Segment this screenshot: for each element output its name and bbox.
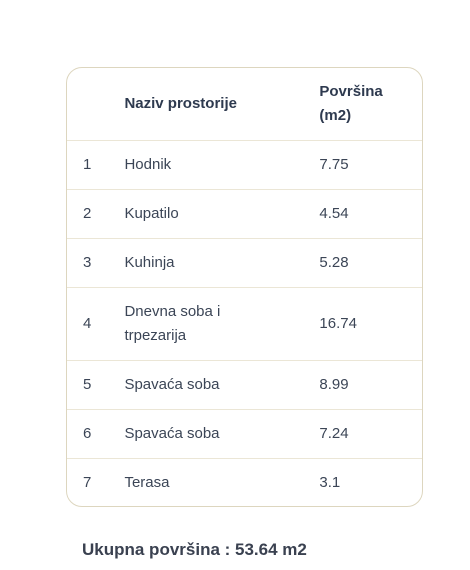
table-header-row: Naziv prostorije Površina (m2) bbox=[67, 68, 422, 140]
room-name: Kupatilo bbox=[124, 204, 179, 222]
table-row: 5 Spavaća soba 8.99 bbox=[67, 360, 422, 409]
row-number: 4 bbox=[83, 314, 92, 332]
room-area: 7.24 bbox=[319, 424, 349, 442]
room-area-table: Naziv prostorije Površina (m2) 1 Hodnik … bbox=[67, 68, 422, 506]
table-row: 6 Spavaća soba 7.24 bbox=[67, 409, 422, 458]
table-row: 3 Kuhinja 5.28 bbox=[67, 238, 422, 287]
column-header-area: Površina (m2) bbox=[319, 82, 383, 124]
row-number: 6 bbox=[83, 424, 92, 442]
room-area: 7.75 bbox=[319, 155, 349, 173]
table-row: 2 Kupatilo 4.54 bbox=[67, 189, 422, 238]
column-header-room-name: Naziv prostorije bbox=[124, 94, 237, 112]
row-number: 5 bbox=[83, 375, 92, 393]
room-name: Spavaća soba bbox=[124, 375, 220, 393]
room-area-table-card: Naziv prostorije Površina (m2) 1 Hodnik … bbox=[66, 67, 423, 507]
room-area: 4.54 bbox=[319, 204, 349, 222]
table-row: 7 Terasa 3.1 bbox=[67, 458, 422, 506]
room-area: 8.99 bbox=[319, 375, 349, 393]
row-number: 7 bbox=[83, 473, 92, 491]
row-number: 3 bbox=[83, 253, 92, 271]
room-name: Hodnik bbox=[124, 155, 172, 173]
room-name: Kuhinja bbox=[124, 253, 175, 271]
row-number: 2 bbox=[83, 204, 92, 222]
room-name: Terasa bbox=[124, 473, 170, 491]
room-area: 16.74 bbox=[319, 314, 357, 332]
room-name: Spavaća soba bbox=[124, 424, 220, 442]
room-area: 5.28 bbox=[319, 253, 349, 271]
total-area-summary: Ukupna površina : 53.64 m2 bbox=[82, 540, 307, 559]
column-header-number bbox=[67, 68, 124, 140]
room-name: Dnevna soba i trpezarija bbox=[124, 302, 221, 344]
table-row: 4 Dnevna soba i trpezarija 16.74 bbox=[67, 287, 422, 360]
room-area: 3.1 bbox=[319, 473, 341, 491]
row-number: 1 bbox=[83, 155, 92, 173]
table-row: 1 Hodnik 7.75 bbox=[67, 140, 422, 189]
